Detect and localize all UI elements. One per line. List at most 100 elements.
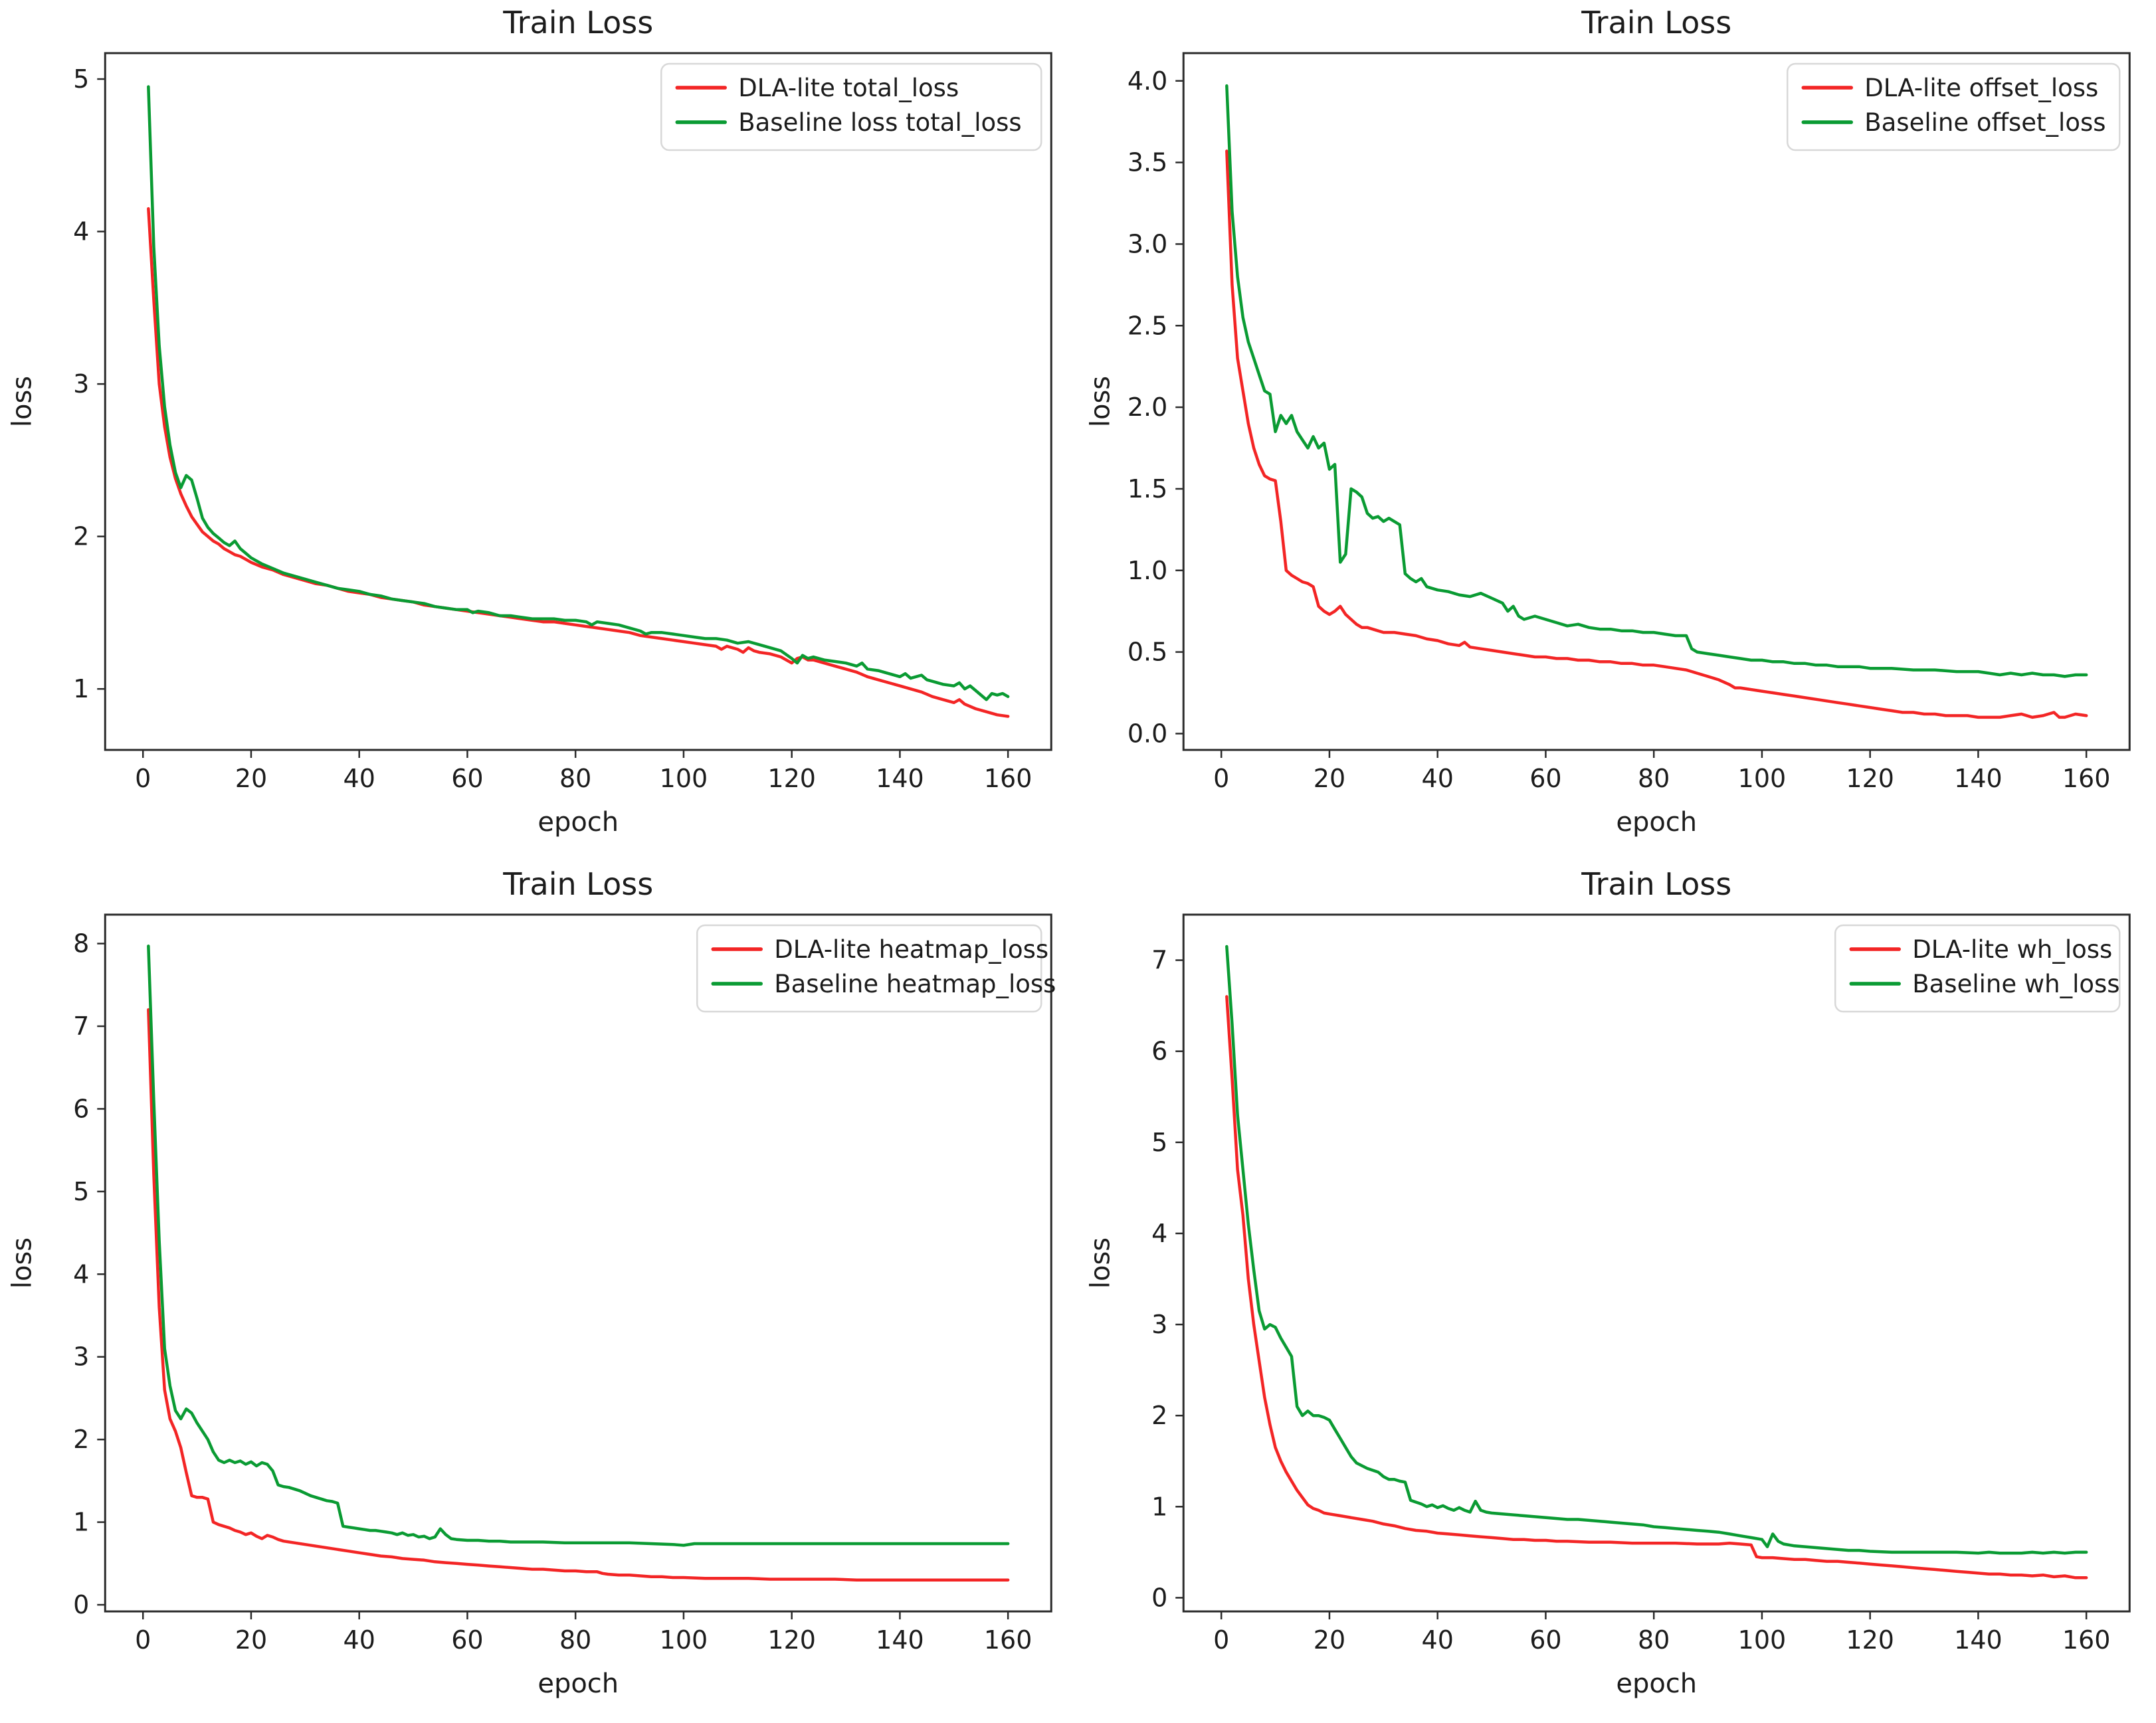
x-tick-label: 160	[2062, 1625, 2110, 1655]
x-tick-label: 100	[1737, 1625, 1786, 1655]
legend-label: DLA-lite heatmap_loss	[774, 935, 1048, 964]
y-tick-label: 4	[73, 217, 89, 246]
x-tick-label: 0	[1213, 764, 1229, 793]
y-tick-label: 5	[73, 1177, 89, 1206]
x-tick-label: 40	[343, 1625, 375, 1655]
x-axis-label: epoch	[538, 1669, 619, 1699]
y-tick-label: 4	[73, 1259, 89, 1289]
x-tick-label: 80	[1638, 1625, 1670, 1655]
x-tick-label: 20	[235, 1625, 267, 1655]
y-tick-label: 0.0	[1127, 719, 1167, 748]
y-tick-label: 5	[1151, 1128, 1167, 1157]
chart-title: Train Loss	[1581, 866, 1731, 902]
y-tick-label: 3	[73, 369, 89, 399]
x-tick-label: 120	[1846, 1625, 1894, 1655]
series-line	[147, 945, 1010, 1547]
x-tick-label: 60	[1529, 1625, 1561, 1655]
legend-box	[660, 62, 1042, 151]
y-tick-label: 2.0	[1127, 393, 1167, 422]
chart-wh-loss: Train Loss 0 20 40 60 80 100 120 140 160 0 1 2 3 4 5 6 7 e…	[1078, 862, 2156, 1723]
x-tick-label: 40	[1421, 764, 1453, 793]
legend-box	[696, 924, 1042, 1013]
y-tick-label: 7	[1151, 946, 1167, 975]
chart-title: Train Loss	[1581, 5, 1731, 41]
x-tick-label: 120	[767, 1625, 816, 1655]
legend-box	[1834, 924, 2120, 1013]
y-tick-label: 3	[1151, 1310, 1167, 1339]
x-tick-label: 80	[559, 1625, 591, 1655]
y-tick-label: 6	[73, 1094, 89, 1123]
x-tick-label: 60	[451, 764, 483, 793]
y-tick-label: 4	[1151, 1219, 1167, 1248]
series-line	[1225, 149, 2088, 719]
y-tick-label: 4.0	[1127, 66, 1167, 96]
x-tick-label: 20	[235, 764, 267, 793]
legend-label: DLA-lite total_loss	[738, 74, 959, 102]
y-tick-label: 2.5	[1127, 311, 1167, 340]
x-tick-label: 60	[1529, 764, 1561, 793]
chart-title: Train Loss	[502, 866, 653, 902]
legend-label: Baseline loss total_loss	[738, 108, 1021, 137]
x-tick-label: 100	[1737, 764, 1786, 793]
x-tick-label: 100	[660, 764, 708, 793]
chart-heatmap-loss: Train Loss 0 20 40 60 80 100 120 140 160 0 1 2 3 4 5 6 7 8…	[0, 862, 1078, 1723]
y-tick-label: 1	[73, 1508, 89, 1537]
legend-label: DLA-lite offset_loss	[1864, 74, 2098, 102]
plot-area	[104, 52, 1052, 751]
plot-area	[1182, 913, 2131, 1613]
chart-offset-loss: Train Loss 0 20 40 60 80 100 120 140 160 0.0 0.5 1.0…	[1078, 0, 2156, 862]
plot-area	[104, 913, 1052, 1613]
y-axis-label: loss	[1085, 376, 1116, 427]
loss-line-chart: Train Loss 0 20 40 60 80 100 120 140 160 0 1 2 3 4 5 6 7 8…	[7, 866, 1056, 1699]
x-tick-label: 100	[660, 1625, 708, 1655]
chart-title: Train Loss	[502, 5, 653, 41]
y-tick-label: 5	[73, 64, 89, 94]
legend-label: Baseline wh_loss	[1912, 970, 2119, 998]
x-tick-label: 140	[876, 1625, 924, 1655]
x-axis-label: epoch	[1616, 807, 1697, 838]
x-axis-label: epoch	[538, 807, 619, 838]
x-tick-label: 20	[1313, 1625, 1345, 1655]
loss-line-chart: Train Loss 0 20 40 60 80 100 120 140 160 1 2 3 4 5 epoc…	[7, 5, 1052, 838]
x-tick-label: 140	[1954, 764, 2003, 793]
legend-label: Baseline heatmap_loss	[774, 970, 1056, 998]
x-tick-label: 160	[984, 1625, 1032, 1655]
loss-line-chart: Train Loss 0 20 40 60 80 100 120 140 160 0 1 2 3 4 5 6 7 e…	[1085, 866, 2131, 1699]
series-line	[147, 85, 1010, 701]
y-tick-label: 2	[73, 1425, 89, 1454]
y-tick-label: 2	[73, 522, 89, 551]
y-tick-label: 0	[73, 1590, 89, 1619]
y-axis-label: loss	[7, 1237, 37, 1289]
series-line	[147, 207, 1010, 718]
y-tick-label: 8	[73, 929, 89, 958]
x-tick-label: 0	[135, 1625, 151, 1655]
x-tick-label: 140	[1954, 1625, 2003, 1655]
legend-label: DLA-lite wh_loss	[1912, 935, 2112, 964]
y-axis-label: loss	[7, 376, 37, 427]
x-tick-label: 80	[559, 764, 591, 793]
x-axis-label: epoch	[1616, 1669, 1697, 1699]
y-tick-label: 1	[73, 674, 89, 703]
chart-total-loss: Train Loss 0 20 40 60 80 100 120 140 160 1 2 3 4 5 epoc…	[0, 0, 1078, 862]
x-tick-label: 120	[1846, 764, 1894, 793]
series-line	[1225, 995, 2088, 1580]
y-tick-label: 6	[1151, 1037, 1167, 1066]
legend-box	[1786, 62, 2120, 151]
x-tick-label: 160	[2062, 764, 2110, 793]
x-tick-label: 60	[451, 1625, 483, 1655]
x-tick-label: 80	[1638, 764, 1670, 793]
series-line	[1225, 84, 2088, 678]
legend-label: Baseline offset_loss	[1864, 108, 2106, 137]
x-tick-label: 40	[343, 764, 375, 793]
x-tick-label: 40	[1421, 1625, 1453, 1655]
series-line	[1225, 945, 2088, 1555]
y-tick-label: 1.5	[1127, 474, 1167, 503]
y-tick-label: 0	[1151, 1583, 1167, 1612]
x-tick-label: 20	[1313, 764, 1345, 793]
y-tick-label: 3.0	[1127, 229, 1167, 258]
y-tick-label: 2	[1151, 1401, 1167, 1430]
y-tick-label: 1	[1151, 1492, 1167, 1521]
series-line	[147, 1008, 1010, 1582]
plot-area	[1182, 52, 2131, 751]
